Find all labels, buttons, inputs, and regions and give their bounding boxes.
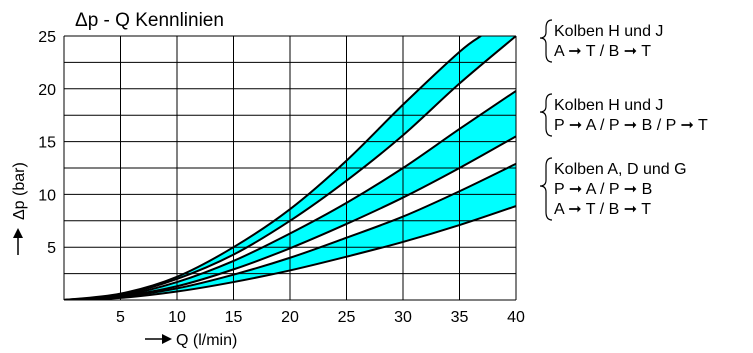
brace-icon xyxy=(539,19,553,63)
brace-icon xyxy=(539,93,553,137)
curve-c1 xyxy=(64,36,482,300)
x-tick-label: 40 xyxy=(507,309,525,326)
y-tick-label: 15 xyxy=(38,135,56,152)
annotation-line: Kolben H und J xyxy=(554,23,663,40)
annotation-line: Kolben H und J xyxy=(554,97,663,114)
y-tick-label: 25 xyxy=(38,29,56,46)
curve-c6 xyxy=(64,205,516,300)
x-tick-label: 5 xyxy=(116,309,125,326)
y-tick-label: 10 xyxy=(38,187,56,204)
y-tick-label: 5 xyxy=(47,240,56,257)
annotation-line: A ➞ T / B ➞ T xyxy=(554,43,651,60)
chart-title: Δp - Q Kennlinien xyxy=(75,10,224,31)
curves-layer xyxy=(64,36,516,300)
y-tick-label: 20 xyxy=(38,82,56,99)
x-axis-arrowhead-icon xyxy=(162,334,172,344)
y-axis-arrowhead-icon xyxy=(13,228,23,238)
x-tick-label: 10 xyxy=(168,309,186,326)
annotation-line: A ➞ T / B ➞ T xyxy=(554,201,651,218)
grid-layer xyxy=(63,35,517,301)
x-axis-label: Q (l/min) xyxy=(176,332,237,349)
x-tick-label: 35 xyxy=(451,309,469,326)
annotation-line: P ➞ A / P ➞ B / P ➞ T xyxy=(554,117,708,134)
x-tick-label: 20 xyxy=(281,309,299,326)
brace-icon xyxy=(539,157,553,221)
y-axis-label: Δp (bar) xyxy=(11,162,28,220)
curve-c5 xyxy=(64,162,516,300)
curve-c3 xyxy=(64,90,516,300)
x-tick-label: 30 xyxy=(394,309,412,326)
x-tick-label: 25 xyxy=(338,309,356,326)
annotations-layer: Kolben H und J A ➞ T / B ➞ T Kolben H und … xyxy=(539,19,708,221)
x-tick-label: 15 xyxy=(225,309,243,326)
annotation-line: Kolben A, D und G xyxy=(554,161,687,178)
annotation-line: P ➞ A / P ➞ B xyxy=(554,181,652,198)
y-tick-layer: 5 10 15 20 25 xyxy=(38,29,56,257)
curve-c2 xyxy=(64,36,516,300)
x-tick-layer: 5 10 15 20 25 30 35 40 xyxy=(116,309,525,326)
